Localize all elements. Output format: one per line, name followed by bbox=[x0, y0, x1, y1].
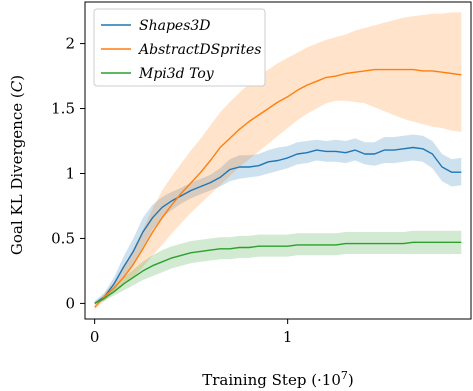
series-line-shapes3d bbox=[94, 146, 462, 304]
series-lines bbox=[94, 68, 462, 308]
x-axis-ticks: 012 bbox=[90, 319, 293, 346]
band-mpi3d-toy bbox=[94, 230, 462, 305]
x-axis-label: Training Step (·107) bbox=[202, 369, 354, 389]
y-axis-label: Goal KL Divergence (C) bbox=[8, 75, 26, 255]
band-abstractdsprites bbox=[94, 12, 462, 310]
y-tick-label: 2 bbox=[65, 35, 75, 53]
y-axis-label-text: Goal KL Divergence ( bbox=[8, 92, 26, 255]
y-tick-label: 1 bbox=[65, 164, 75, 182]
y-axis-label-variable: C bbox=[8, 80, 26, 92]
y-tick-label: 0.5 bbox=[51, 229, 75, 247]
series-line-mpi3d-toy bbox=[94, 241, 462, 305]
legend-label-mpi3d-toy: Mpi3d Toy bbox=[138, 66, 215, 82]
x-tick-label: 1 bbox=[283, 328, 293, 346]
legend-box bbox=[93, 8, 266, 87]
legend-label-abstractdsprites: AbstractDSprites bbox=[137, 42, 261, 58]
y-axis-label-end: ) bbox=[8, 75, 26, 81]
confidence-bands bbox=[94, 12, 462, 310]
band-shapes3d bbox=[94, 134, 462, 304]
series-line-abstractdsprites bbox=[94, 68, 462, 308]
y-tick-label: 0 bbox=[65, 294, 75, 312]
x-axis-label-end: ) bbox=[348, 371, 354, 389]
plot-frame bbox=[84, 1, 472, 320]
legend-label-shapes3d: Shapes3D bbox=[139, 18, 211, 34]
y-axis-ticks: 0 0.5 1 1.5 2 bbox=[51, 35, 85, 312]
y-tick-label: 1.5 bbox=[51, 100, 75, 118]
x-axis-label-exponent: 7 bbox=[341, 369, 348, 382]
x-axis-label-text: Training Step (·10 bbox=[202, 371, 341, 389]
legend: Shapes3D AbstractDSprites Mpi3d Toy bbox=[93, 8, 266, 87]
x-tick-label: 0 bbox=[90, 328, 100, 346]
